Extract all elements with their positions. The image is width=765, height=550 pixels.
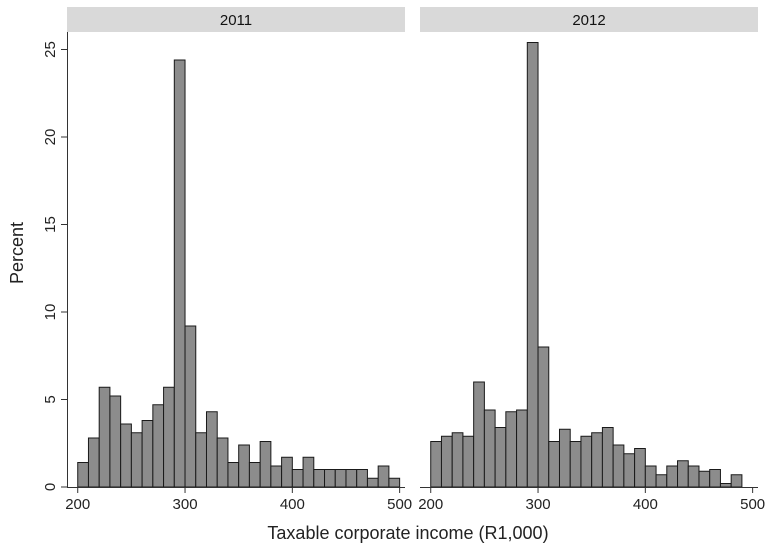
- histogram-bar: [184, 325, 197, 488]
- histogram-bar: [537, 346, 550, 488]
- histogram-bar: [644, 465, 657, 488]
- panel-title: 2011: [220, 12, 252, 29]
- histogram-bar: [473, 381, 485, 488]
- histogram-bar: [163, 386, 175, 488]
- histogram-bar: [548, 441, 560, 488]
- histogram-bar: [87, 437, 100, 488]
- panel-header: [67, 7, 405, 32]
- x-tick-label: 300: [173, 496, 198, 513]
- histogram-bar: [430, 441, 442, 488]
- histogram-bar: [666, 465, 679, 488]
- histogram-bar: [77, 462, 89, 488]
- histogram-bar: [130, 432, 143, 488]
- histogram-bar: [451, 432, 464, 488]
- histogram-bar: [483, 409, 496, 488]
- histogram-bar: [677, 460, 689, 488]
- histogram-bar: [569, 441, 582, 488]
- histogram-bar: [259, 441, 272, 488]
- y-tick-label: 15: [42, 216, 59, 233]
- histogram-bar: [655, 474, 668, 488]
- plot-area: [420, 32, 758, 487]
- x-tick-label: 500: [740, 496, 765, 513]
- y-tick-label: 5: [42, 395, 59, 403]
- x-tick-label: 400: [633, 496, 658, 513]
- histogram-bar: [120, 423, 132, 488]
- histogram-bar: [345, 469, 358, 488]
- x-tick-label: 300: [526, 496, 551, 513]
- histogram-bar: [709, 469, 721, 488]
- histogram-bar: [281, 456, 293, 488]
- histogram-bar: [291, 469, 304, 488]
- histogram-bar: [216, 437, 229, 488]
- histogram-bar: [505, 411, 518, 488]
- histogram-bar: [516, 409, 528, 488]
- y-tick-label: 20: [42, 129, 59, 146]
- histogram-bar: [238, 444, 250, 488]
- histogram-bar: [324, 469, 336, 488]
- histogram-bar: [302, 456, 315, 488]
- histogram-bar: [719, 483, 732, 488]
- x-tick-label: 200: [65, 496, 90, 513]
- histogram-bar: [227, 462, 240, 488]
- y-tick-label: 25: [42, 41, 59, 58]
- histogram-bar: [356, 469, 368, 488]
- histogram-bar: [494, 427, 507, 488]
- histogram-bar: [601, 427, 614, 488]
- histogram-bar: [462, 435, 475, 488]
- y-tick-label: 10: [42, 304, 59, 321]
- histogram-bar: [526, 42, 539, 488]
- panel-title: 2012: [572, 12, 605, 29]
- histogram-bar: [388, 477, 401, 488]
- x-axis-label: Taxable corporate income (R1,000): [267, 523, 548, 543]
- histogram-bar: [334, 469, 347, 488]
- histogram-bar: [270, 465, 283, 488]
- histogram-bar: [612, 444, 625, 488]
- histogram-bar: [698, 470, 711, 488]
- histogram-bar: [366, 477, 379, 488]
- plot-area: [67, 32, 405, 487]
- histogram-bar: [173, 59, 186, 488]
- histogram-bar: [377, 465, 390, 488]
- x-tick-label: 400: [280, 496, 305, 513]
- panel-header: [420, 7, 758, 32]
- histogram-bar: [591, 432, 603, 488]
- histogram-bar: [195, 432, 207, 488]
- histogram-bar: [152, 404, 165, 488]
- y-axis-label: Percent: [7, 222, 27, 284]
- histogram-bar: [558, 428, 571, 488]
- histogram-bar: [205, 411, 218, 488]
- histogram-bar: [248, 462, 261, 488]
- histogram-bar: [730, 474, 743, 488]
- panel-2012: 2012 200 300 400 500: [418, 7, 765, 513]
- histogram-bar: [109, 395, 122, 488]
- histogram-bar: [634, 448, 646, 488]
- x-tick-label: 200: [418, 496, 443, 513]
- histogram-bar: [313, 469, 326, 488]
- histogram-bar: [580, 435, 593, 488]
- x-tick-label: 500: [387, 496, 412, 513]
- histogram-bar: [141, 420, 154, 488]
- panel-2011: 2011 200 300 400 500 0 5 10 15 20 25: [42, 7, 412, 513]
- histogram-bar: [623, 453, 636, 488]
- histogram-bar: [440, 435, 453, 488]
- histogram-bar: [98, 386, 111, 488]
- y-tick-label: 0: [42, 483, 59, 491]
- histogram-bar: [687, 465, 700, 488]
